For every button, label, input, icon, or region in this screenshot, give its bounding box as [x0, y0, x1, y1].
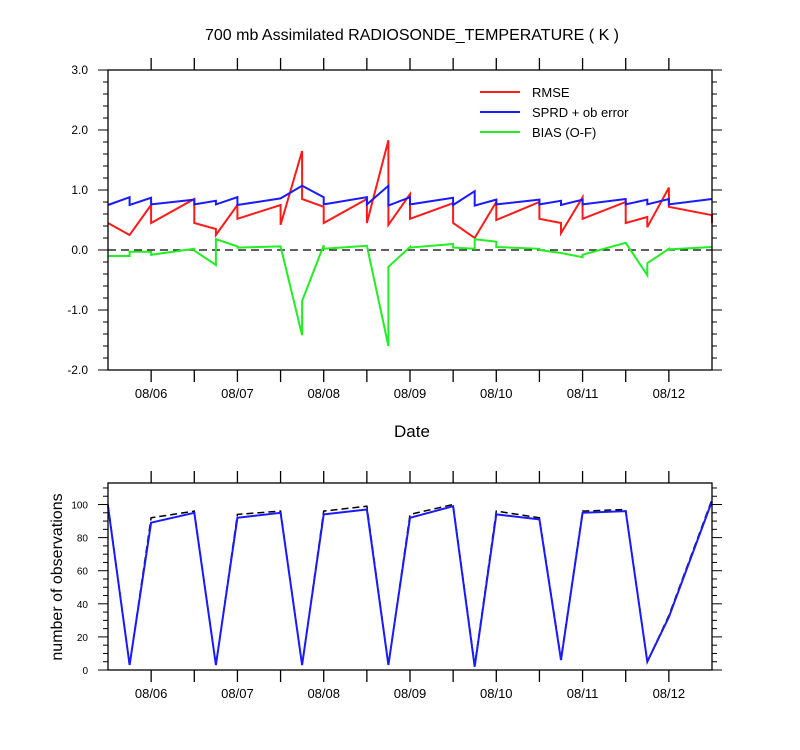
series-line-rmse [107, 139, 713, 240]
x-tick-label: 08/07 [221, 386, 254, 401]
y-tick-label: 2.0 [71, 123, 88, 137]
x-tick-label: 08/09 [394, 686, 427, 701]
x-tick-label: 08/11 [567, 386, 599, 401]
y-tick-label: 3.0 [71, 63, 88, 77]
x-axis-label: Date [394, 422, 430, 441]
bottom-chart: 08/06 08/07 08/08 08/09 08/10 08/11 08/12 0 20 40… [49, 471, 722, 701]
legend-label: SPRD + ob error [532, 105, 629, 120]
x-tick-label: 08/09 [394, 386, 427, 401]
y-tick-label: 20 [77, 633, 89, 644]
legend: RMSE SPRD + ob error BIAS (O-F) [480, 85, 629, 140]
series-line-obs-obs_used [107, 500, 713, 667]
y-tick-label: 80 [77, 534, 89, 545]
legend-label: RMSE [532, 85, 570, 100]
y-tick-label: 40 [77, 600, 89, 611]
x-tick-label: 08/12 [653, 686, 686, 701]
x-tick-label: 08/12 [653, 386, 686, 401]
x-tick-label: 08/07 [221, 686, 254, 701]
x-tick-label: 08/08 [307, 386, 340, 401]
top-plot-area: 08/06 08/07 08/08 08/09 08/10 08/11 08/12 -2.0 -… [67, 58, 722, 401]
y-tick-label: -2.0 [67, 363, 88, 377]
y-tick-label: 60 [77, 567, 89, 578]
x-tick-label: 08/10 [480, 386, 513, 401]
x-tick-label: 08/06 [135, 386, 168, 401]
top-chart: 700 mb Assimilated RADIOSONDE_TEMPERATUR… [67, 27, 722, 441]
series-line-sprd-ob-error [107, 183, 713, 208]
y-tick-label: 0.0 [71, 243, 88, 257]
y-tick-label: -1.0 [67, 303, 88, 317]
x-tick-label: 08/11 [567, 686, 599, 701]
y-axis-label: number of observations [49, 493, 66, 660]
legend-label: BIAS (O-F) [532, 125, 596, 140]
y-tick-label: 1.0 [71, 183, 88, 197]
y-tick-label: 100 [71, 501, 88, 512]
chart-title: 700 mb Assimilated RADIOSONDE_TEMPERATUR… [205, 27, 619, 44]
x-tick-label: 08/06 [135, 686, 168, 701]
series-line-bias-o-f [108, 237, 713, 347]
x-tick-label: 08/10 [480, 686, 513, 701]
y-tick-label: 0 [82, 666, 88, 677]
bottom-plot-area: 08/06 08/07 08/08 08/09 08/10 08/11 08/12 0 20 40… [71, 471, 722, 701]
x-tick-label: 08/08 [307, 686, 340, 701]
